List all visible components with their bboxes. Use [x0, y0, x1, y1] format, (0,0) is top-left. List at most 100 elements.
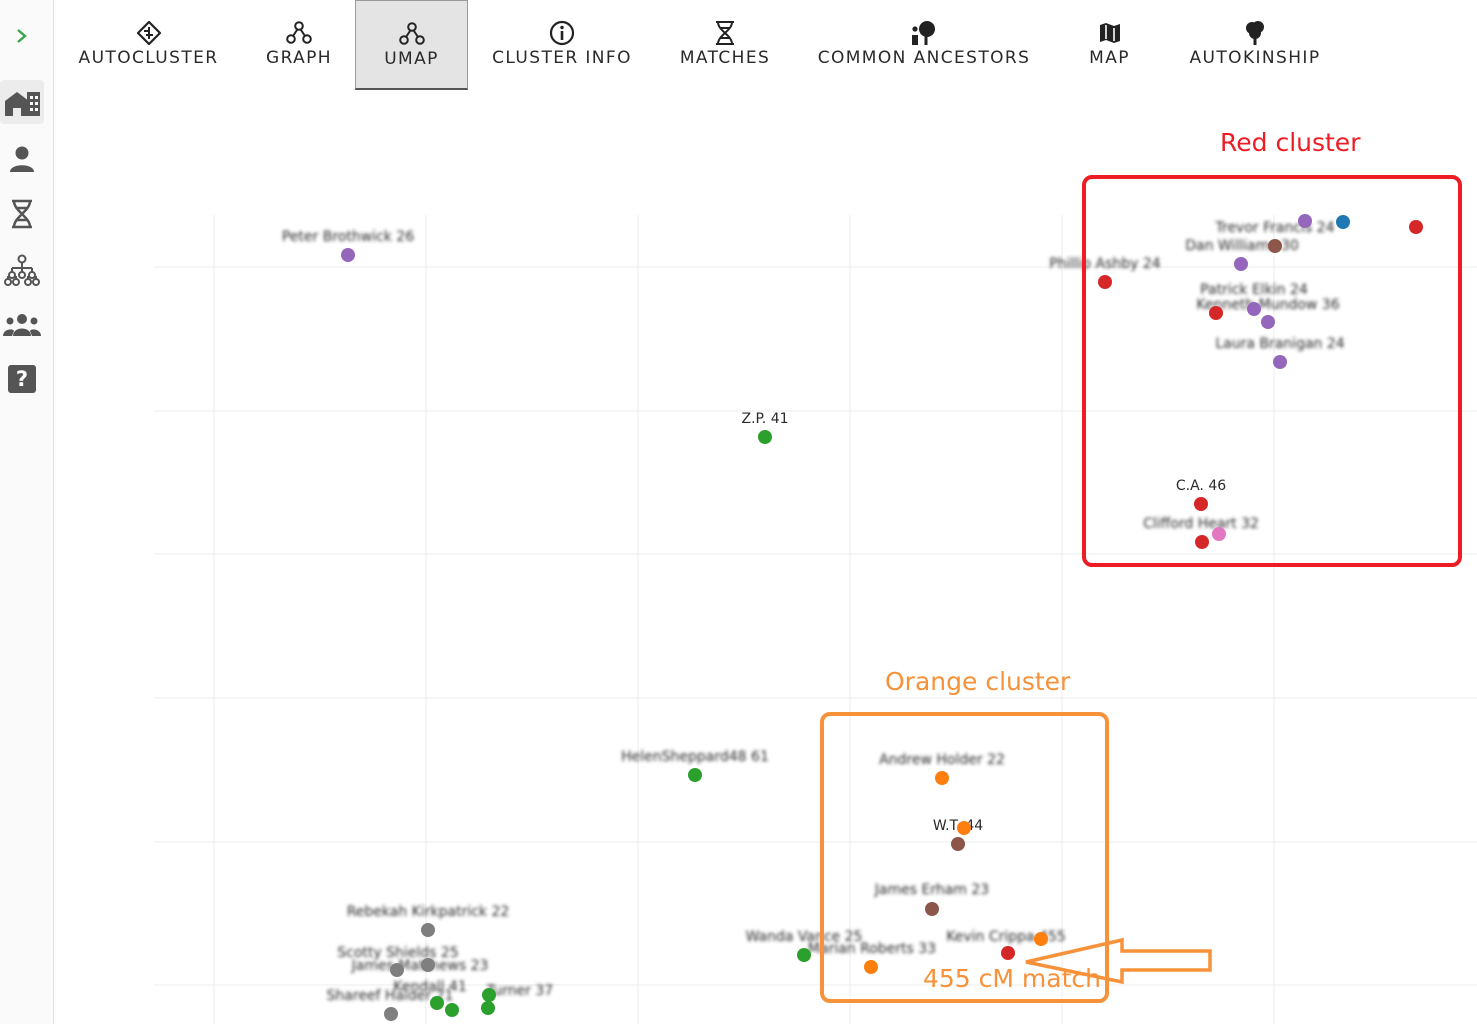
red-cluster-title: Red cluster — [1220, 128, 1361, 157]
tab-label: AUTOKINSHIP — [1189, 48, 1321, 68]
dna-icon — [12, 199, 32, 229]
match-point-pink[interactable] — [1212, 527, 1226, 541]
point-label: Z.P. 41 — [741, 411, 788, 427]
match-point-red[interactable] — [1409, 220, 1423, 234]
tab-label: GRAPH — [266, 48, 332, 68]
point-label: Kendall 41 — [393, 979, 466, 995]
match-point-red[interactable] — [1209, 306, 1223, 320]
sidebar-item-dna[interactable] — [0, 192, 44, 236]
dashboard-icon — [5, 92, 40, 116]
expand-sidebar-button[interactable] — [0, 14, 44, 58]
data-points — [341, 214, 1423, 1021]
tab-autocluster[interactable]: AUTOCLUSTER — [56, 0, 241, 88]
map-icon — [1099, 23, 1120, 43]
tab-map[interactable]: MAP — [1072, 0, 1147, 88]
chevron-right-icon — [17, 29, 27, 43]
match-point-green[interactable] — [430, 996, 444, 1010]
point-label: Wanda Vance 25 — [746, 929, 863, 945]
point-label: Kenneth Mundow 36 — [1196, 297, 1339, 313]
tab-label: MATCHES — [679, 48, 771, 68]
orange-cluster-title: Orange cluster — [885, 667, 1071, 696]
point-label: Rebekah Kirkpatrick 22 — [347, 904, 510, 920]
match-point-purple[interactable] — [341, 248, 355, 262]
tab-label: MAP — [1089, 48, 1130, 68]
help-icon: ? — [8, 365, 36, 393]
match-point-brown[interactable] — [951, 837, 965, 851]
match-point-purple[interactable] — [1247, 302, 1261, 316]
match-point-green[interactable] — [482, 988, 496, 1002]
point-label: Marian Roberts 33 — [808, 941, 936, 957]
plot-grid — [154, 215, 1477, 1024]
match-point-brown[interactable] — [1268, 239, 1282, 253]
dna-icon — [716, 21, 734, 45]
match-point-green[interactable] — [481, 1001, 495, 1015]
match-point-gray[interactable] — [384, 1007, 398, 1021]
match-point-red[interactable] — [1001, 946, 1015, 960]
match-point-red[interactable] — [1194, 497, 1208, 511]
match-point-gray[interactable] — [390, 963, 404, 977]
tab-matches[interactable]: MATCHES — [666, 0, 784, 88]
point-label: Shareef Haider 21 — [327, 988, 454, 1004]
match-point-blue[interactable] — [1336, 215, 1350, 229]
sidebar-item-profile[interactable] — [0, 137, 44, 181]
sidebar-item-help[interactable]: ? — [0, 357, 44, 401]
point-label: James Erham 23 — [874, 882, 989, 898]
match-point-green[interactable] — [758, 430, 772, 444]
info-icon — [549, 20, 575, 46]
point-label: Patrick Elkin 24 — [1200, 282, 1308, 298]
match-point-green[interactable] — [445, 1003, 459, 1017]
tab-graph[interactable]: GRAPH — [254, 0, 344, 88]
point-label: Scotty Shields 25 — [337, 945, 458, 961]
match-point-purple[interactable] — [1261, 315, 1275, 329]
sidebar-item-tree[interactable] — [0, 248, 44, 292]
tab-umap[interactable]: UMAP — [355, 0, 468, 90]
match-annotation-label: 455 cM match — [923, 964, 1101, 993]
tree-icon — [1246, 21, 1264, 45]
match-point-brown[interactable] — [925, 902, 939, 916]
point-label: HelenSheppard48 61 — [621, 749, 769, 765]
tree-icon — [4, 254, 40, 286]
autocluster-icon — [136, 21, 161, 45]
match-point-gray[interactable] — [421, 958, 435, 972]
tab-label: CLUSTER INFO — [492, 48, 632, 68]
red-cluster-box — [1082, 175, 1462, 567]
sidebar-item-dashboard[interactable] — [0, 80, 44, 124]
match-point-orange[interactable] — [1034, 932, 1048, 946]
tab-label: UMAP — [384, 49, 439, 69]
match-point-purple[interactable] — [1298, 214, 1312, 228]
tab-common-ancestors[interactable]: COMMON ANCESTORS — [809, 0, 1039, 88]
tab-label: COMMON ANCESTORS — [817, 48, 1031, 68]
tab-label: AUTOCLUSTER — [78, 48, 219, 68]
graph-icon — [286, 21, 312, 44]
match-point-purple[interactable] — [1234, 257, 1248, 271]
person-icon — [10, 146, 34, 172]
group-icon — [3, 314, 41, 336]
point-label: Turner 37 — [486, 983, 553, 999]
match-point-orange[interactable] — [957, 821, 971, 835]
point-label: C.A. 46 — [1176, 478, 1226, 494]
match-point-green[interactable] — [797, 948, 811, 962]
match-point-purple[interactable] — [1273, 355, 1287, 369]
point-label: Andrew Holder 22 — [879, 752, 1005, 768]
match-point-red[interactable] — [1098, 275, 1112, 289]
sidebar-item-groups[interactable] — [0, 303, 44, 347]
annotations — [1025, 937, 1212, 985]
match-point-green[interactable] — [688, 768, 702, 782]
umap-icon — [398, 22, 425, 45]
ancestors-icon — [912, 21, 935, 45]
match-point-orange[interactable] — [864, 960, 878, 974]
point-label: James Matthews 23 — [351, 958, 489, 974]
match-point-orange[interactable] — [935, 771, 949, 785]
tab-cluster-info[interactable]: CLUSTER INFO — [479, 0, 645, 88]
point-label: Peter Brothwick 26 — [282, 229, 414, 245]
view-tabs: AUTOCLUSTER GRAPH UMAP CLUSTER INFO — [54, 0, 1477, 90]
tab-autokinship[interactable]: AUTOKINSHIP — [1177, 0, 1333, 88]
point-label: Laura Branigan 24 — [1215, 336, 1344, 352]
point-label: Clifford Heart 32 — [1143, 516, 1259, 532]
match-arrow — [1025, 937, 1212, 985]
orange-cluster-box — [820, 712, 1109, 1003]
match-point-gray[interactable] — [421, 923, 435, 937]
match-point-red[interactable] — [1195, 535, 1209, 549]
point-label: Phillip Ashby 24 — [1049, 256, 1160, 272]
